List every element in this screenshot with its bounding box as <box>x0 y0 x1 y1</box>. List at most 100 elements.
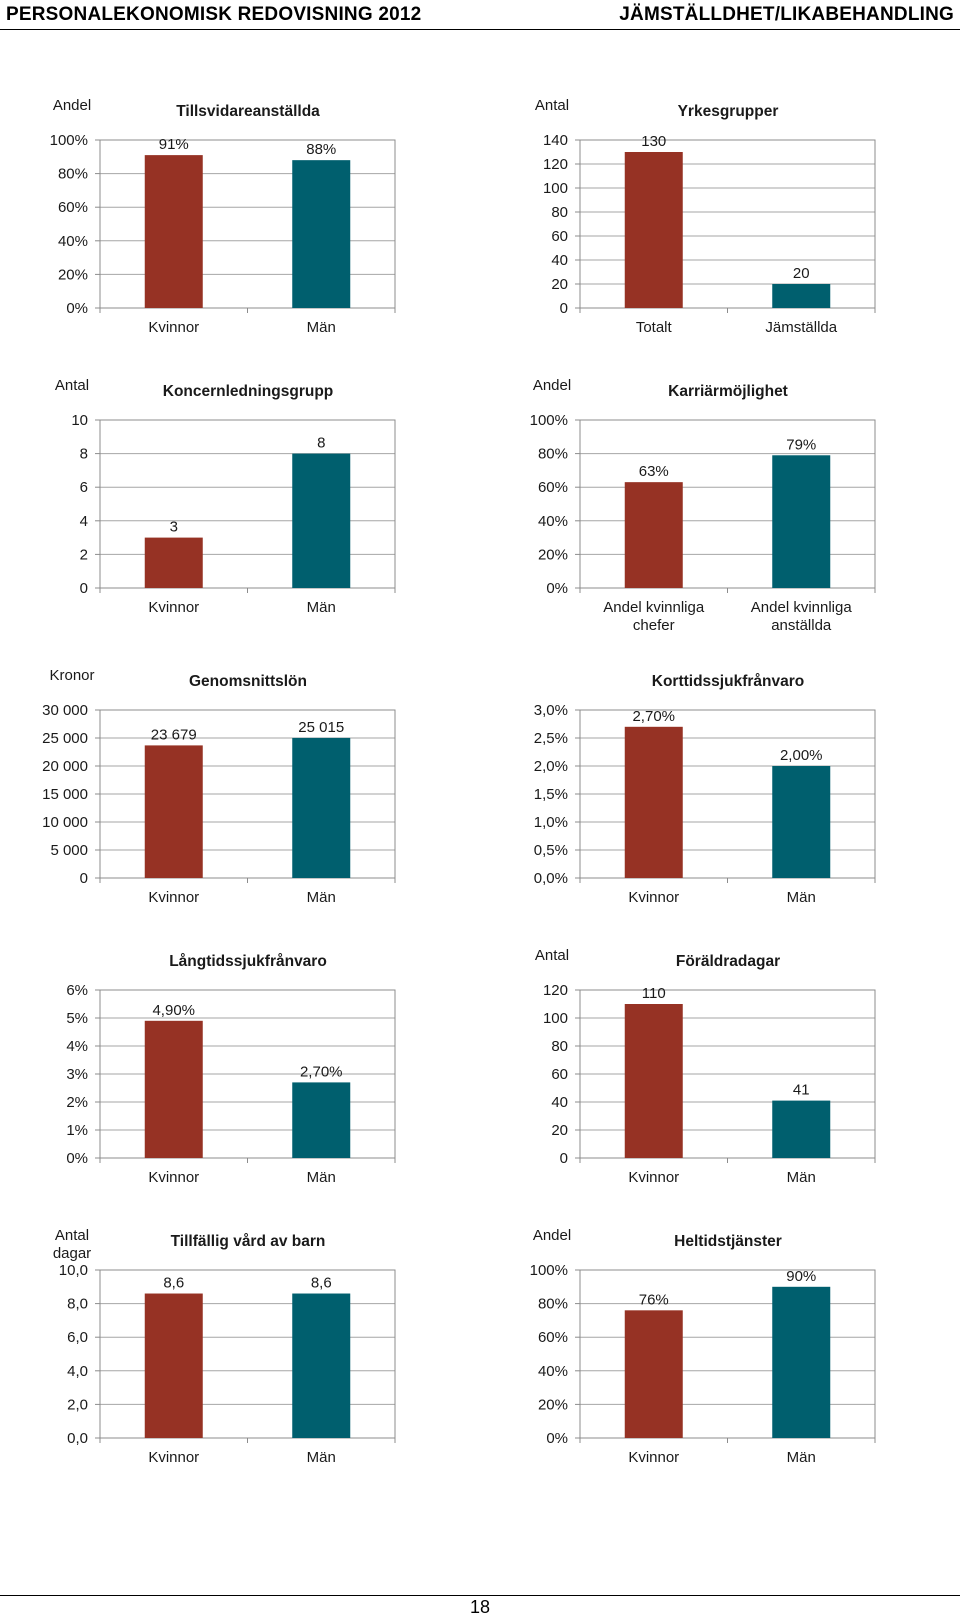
bar <box>292 453 351 588</box>
chart-langtidssjukfranvaro: 0% 1% 2% 3% 4% 5% 6% 4,90% Kvinnor 2,70% Män Långti… <box>0 940 480 1220</box>
chart-yrkesgrupper: 0 20 40 60 80 100 120 140 130 Totalt 20 Jämställda Y… <box>480 90 960 370</box>
y-tick-label: 120 <box>543 156 568 173</box>
bar <box>144 155 203 308</box>
data-label: 90% <box>786 1268 816 1285</box>
y-tick-label: 20% <box>58 266 88 283</box>
y-tick-label: 3% <box>66 1066 88 1083</box>
chart-canvas: 0 20 40 60 80 100 120 140 130 Totalt 20 Jämställda Y… <box>535 97 876 336</box>
category-label: Män <box>307 1449 336 1466</box>
data-label: 23 679 <box>151 726 197 743</box>
y-tick-label: 1% <box>66 1122 88 1139</box>
plot-area-border <box>99 1269 396 1439</box>
y-tick-label: 4,0 <box>67 1363 88 1380</box>
y-tick-label: 25 000 <box>42 730 88 747</box>
bar <box>624 1004 683 1158</box>
bar <box>292 1082 351 1158</box>
y-tick-label: 40 <box>551 1094 568 1111</box>
category-label: Män <box>307 889 336 906</box>
y-tick-label: 6% <box>66 982 88 999</box>
bar <box>772 766 831 878</box>
y-axis-label: Andel <box>53 97 91 114</box>
y-tick-label: 2,0 <box>67 1396 88 1413</box>
y-tick-label: 0% <box>66 1150 88 1167</box>
bar <box>144 1020 203 1158</box>
y-axis-label: Antal <box>55 377 89 394</box>
y-tick-label: 3,0% <box>534 702 568 719</box>
chart-title: Yrkesgrupper <box>678 103 779 120</box>
chart-canvas: 0 2 4 6 8 10 3 Kvinnor 8 Män Koncernledningsgrupp A… <box>55 377 396 616</box>
data-label: 88% <box>306 141 336 158</box>
y-axis-label: Andel <box>533 377 571 394</box>
bar <box>292 737 351 878</box>
bar <box>292 1293 351 1438</box>
chart-canvas: 0% 20% 40% 60% 80% 100% 76% Kvinnor 90% Män Heltid… <box>530 1227 876 1466</box>
data-label: 8,6 <box>311 1275 332 1292</box>
category-label: Kvinnor <box>628 1169 679 1186</box>
y-tick-label: 10 <box>71 412 88 429</box>
chart-foraldradagar: 0 20 40 60 80 100 120 110 Kvinnor 41 Män Föräldrada… <box>480 940 960 1220</box>
y-tick-label: 10,0 <box>59 1262 88 1279</box>
y-tick-label: 0 <box>80 870 88 887</box>
bar <box>772 1100 831 1158</box>
y-tick-label: 15 000 <box>42 786 88 803</box>
report-header-title: PERSONALEKONOMISK REDOVISNING 2012 <box>6 4 422 25</box>
chart-canvas: 0,0 2,0 4,0 6,0 8,0 10,0 8,6 Kvinnor 8,6 Män Tillf… <box>53 1227 396 1466</box>
category-label: Män <box>787 1169 816 1186</box>
category-label: Andel kvinnliga <box>751 599 853 616</box>
y-tick-label: 0,0 <box>67 1430 88 1447</box>
y-tick-label: 20 <box>551 276 568 293</box>
category-label: Kvinnor <box>148 599 199 616</box>
category-label: Män <box>307 319 336 336</box>
y-tick-label: 100% <box>530 1262 568 1279</box>
y-tick-label: 80 <box>551 204 568 221</box>
y-axis-label: Antal <box>535 97 569 114</box>
y-tick-label: 100% <box>530 412 568 429</box>
category-label: Män <box>787 1449 816 1466</box>
data-label: 130 <box>641 133 666 150</box>
chart-canvas: 0%20%40%60%80%100%63%Andel kvinnligachef… <box>530 377 876 634</box>
y-tick-label: 1,5% <box>534 786 568 803</box>
category-label: Kvinnor <box>148 889 199 906</box>
y-tick-label: 80% <box>538 1296 568 1313</box>
y-tick-label: 8 <box>80 446 88 463</box>
y-tick-label: 100% <box>50 132 88 149</box>
category-label: chefer <box>633 617 675 634</box>
y-tick-label: 60 <box>551 1066 568 1083</box>
bar <box>772 1286 831 1438</box>
chart-canvas: 0% 20% 40% 60% 80% 100% 91% Kvinnor 88% Män Tillsv… <box>50 97 396 336</box>
y-axis-label: Kronor <box>49 667 94 684</box>
y-tick-label: 4 <box>80 513 88 530</box>
chart-title: Genomsnittslön <box>189 673 307 690</box>
plot-area-border <box>579 419 876 589</box>
y-tick-label: 100 <box>543 1010 568 1027</box>
data-label: 76% <box>639 1291 669 1308</box>
y-tick-label: 0,0% <box>534 870 568 887</box>
y-tick-label: 4% <box>66 1038 88 1055</box>
y-tick-label: 60% <box>538 1329 568 1346</box>
chart-karriarmojlighet: 0% 20% 40% 60% 80% 100% 63% Andel kvinnliga chef… <box>480 370 960 650</box>
data-label: 2,70% <box>300 1063 343 1080</box>
y-tick-label: 5% <box>66 1010 88 1027</box>
bar <box>292 160 351 308</box>
y-tick-label: 2,5% <box>534 730 568 747</box>
bar <box>772 455 831 588</box>
chart-title: Koncernledningsgrupp <box>163 383 334 400</box>
bar <box>144 537 203 588</box>
header-divider <box>0 29 960 30</box>
plot-area-border <box>99 419 396 589</box>
chart-tillfallig-vard-av-barn: 0,0 2,0 4,0 6,0 8,0 10,0 8,6 Kvinnor 8,6 Män Tillf… <box>0 1220 480 1500</box>
chart-canvas: 0% 1% 2% 3% 4% 5% 6% 4,90% Kvinnor 2,70% Män Långti… <box>66 953 396 1186</box>
y-tick-label: 80% <box>538 446 568 463</box>
y-tick-label: 100 <box>543 180 568 197</box>
chart-koncernledningsgrupp: 0 2 4 6 8 10 3 Kvinnor 8 Män Koncernledningsgrupp A… <box>0 370 480 650</box>
data-label: 63% <box>639 463 669 480</box>
chart-title: Karriärmöjlighet <box>668 383 788 400</box>
chart-title: Tillsvidareanställda <box>176 103 320 120</box>
plot-area-border <box>99 139 396 309</box>
y-tick-label: 60 <box>551 228 568 245</box>
y-tick-label: 20% <box>538 1396 568 1413</box>
y-tick-label: 0% <box>546 1430 568 1447</box>
data-label: 3 <box>170 519 178 536</box>
plot-area-border <box>579 1269 876 1439</box>
data-label: 25 015 <box>298 719 344 736</box>
